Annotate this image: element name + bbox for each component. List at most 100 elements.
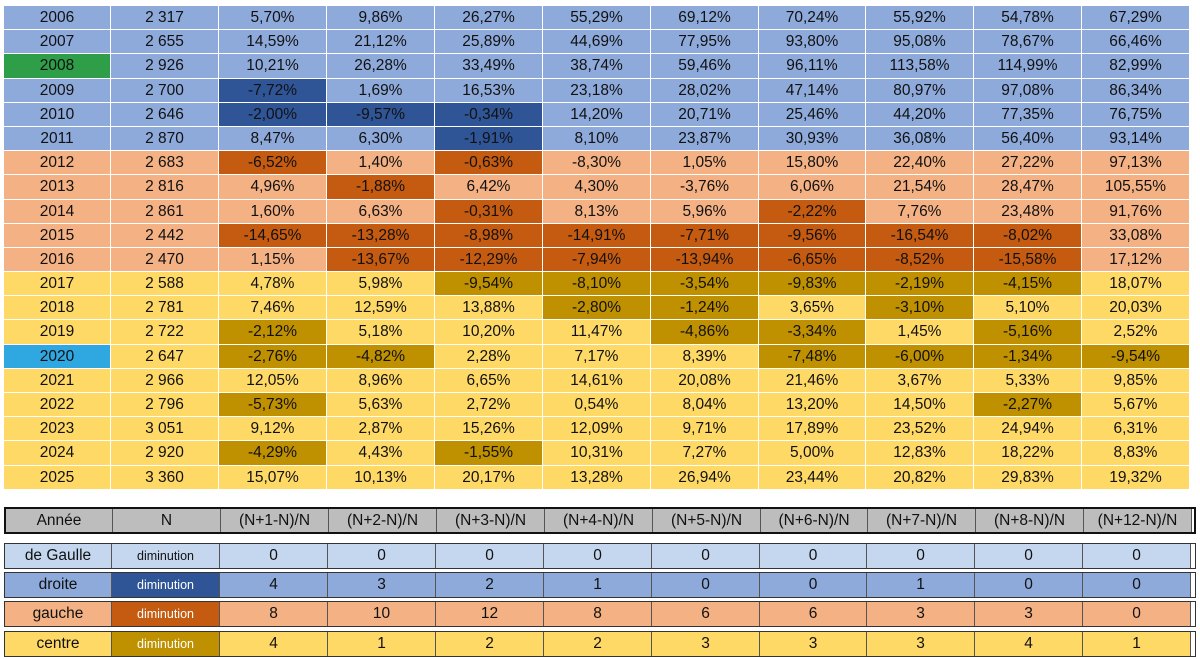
count-cell: 2 317 — [111, 6, 219, 31]
rate-cell: 5,96% — [651, 199, 759, 224]
rate-cell: 5,70% — [219, 6, 327, 31]
rate-cell: 54,78% — [974, 6, 1082, 31]
rate-cell: -4,15% — [974, 272, 1082, 297]
decrease-count: 8 — [544, 602, 652, 626]
column-header: (N+8-N)/N — [976, 509, 1084, 532]
rate-cell: 6,63% — [327, 199, 435, 224]
rate-cell: 9,85% — [1082, 368, 1190, 393]
rate-cell: -3,54% — [651, 272, 759, 297]
rate-cell: -2,12% — [219, 320, 327, 345]
decrease-count: 0 — [436, 544, 544, 568]
decrease-count: 3 — [975, 602, 1083, 626]
rate-cell: 21,54% — [866, 175, 974, 200]
rate-cell: 78,67% — [974, 30, 1082, 55]
rate-cell: 15,07% — [219, 465, 327, 490]
rate-cell: 12,83% — [866, 441, 974, 466]
decrease-count: 3 — [867, 602, 975, 626]
rate-cell: 6,65% — [435, 368, 543, 393]
rate-cell: 5,98% — [327, 272, 435, 297]
decrease-count: 0 — [220, 544, 328, 568]
rate-cell: 44,69% — [543, 30, 651, 55]
decrease-count: 12 — [436, 602, 544, 626]
year-cell: 2015 — [4, 223, 111, 248]
decrease-count: 4 — [975, 632, 1083, 656]
rate-cell: 23,87% — [651, 126, 759, 152]
diminution-label: diminution — [112, 602, 220, 626]
rate-cell: 55,29% — [543, 6, 651, 31]
rate-cell: 4,43% — [327, 441, 435, 466]
rate-cell: 19,32% — [1082, 465, 1190, 490]
decrease-count: 0 — [652, 573, 760, 597]
count-cell: 2 442 — [111, 223, 219, 248]
rate-cell: 3,65% — [759, 296, 866, 321]
rate-cell: -0,63% — [435, 151, 543, 176]
rate-cell: -4,29% — [219, 441, 327, 466]
decrease-count: 1 — [1083, 632, 1191, 656]
rate-cell: -7,94% — [543, 247, 651, 273]
rate-cell: 9,12% — [219, 417, 327, 442]
rate-cell: -8,98% — [435, 223, 543, 248]
rate-cell: 114,99% — [974, 54, 1082, 79]
count-cell: 2 816 — [111, 175, 219, 200]
rate-cell: 23,52% — [866, 417, 974, 442]
year-cell: 2022 — [4, 393, 111, 418]
rate-cell: -1,24% — [651, 296, 759, 321]
rate-cell: -9,54% — [435, 272, 543, 297]
rate-cell: 4,78% — [219, 272, 327, 297]
rate-cell: 13,20% — [759, 393, 866, 418]
rate-cell: 14,50% — [866, 393, 974, 418]
rate-cell: -2,00% — [219, 102, 327, 127]
count-cell: 2 781 — [111, 296, 219, 321]
rate-cell: 5,63% — [327, 393, 435, 418]
decrease-count: 0 — [1083, 544, 1191, 568]
column-header: (N+6-N)/N — [761, 509, 868, 532]
rate-cell: 22,40% — [866, 151, 974, 176]
rate-cell: -9,57% — [327, 102, 435, 127]
year-cell: 2008 — [4, 54, 111, 79]
column-header: (N+3-N)/N — [437, 509, 545, 532]
rate-cell: 10,31% — [543, 441, 651, 466]
rate-cell: 47,14% — [759, 78, 866, 103]
rate-cell: 93,80% — [759, 30, 866, 55]
column-header: (N+5-N)/N — [653, 509, 761, 532]
rate-cell: 16,53% — [435, 78, 543, 103]
rate-cell: 8,39% — [651, 344, 759, 369]
column-header: (N+4-N)/N — [545, 509, 653, 532]
rate-cell: -5,16% — [974, 320, 1082, 345]
rate-cell: -2,27% — [974, 393, 1082, 418]
rate-cell: 25,46% — [759, 102, 866, 127]
rate-cell: 59,46% — [651, 54, 759, 79]
rate-cell: 8,13% — [543, 199, 651, 224]
decrease-count: 0 — [975, 544, 1083, 568]
year-cell: 2025 — [4, 465, 111, 490]
rate-cell: 17,89% — [759, 417, 866, 442]
rate-cell: 91,76% — [1082, 199, 1190, 224]
group-name: de Gaulle — [5, 544, 112, 568]
rate-cell: 14,20% — [543, 102, 651, 127]
rate-cell: 8,47% — [219, 126, 327, 152]
rate-cell: -1,34% — [974, 344, 1082, 369]
rate-cell: 7,46% — [219, 296, 327, 321]
rate-cell: -6,65% — [759, 247, 866, 273]
rate-cell: 21,46% — [759, 368, 866, 393]
rate-cell: -7,48% — [759, 344, 866, 369]
year-cell: 2014 — [4, 199, 111, 224]
rate-cell: 6,30% — [327, 126, 435, 152]
decrease-count: 8 — [220, 602, 328, 626]
rate-cell: 1,40% — [327, 151, 435, 176]
rate-cell: 70,24% — [759, 6, 866, 31]
count-cell: 2 870 — [111, 126, 219, 152]
year-cell: 2007 — [4, 30, 111, 55]
count-cell: 2 655 — [111, 30, 219, 55]
rate-cell: 66,46% — [1082, 30, 1190, 55]
count-cell: 3 360 — [111, 465, 219, 490]
rate-cell: -14,65% — [219, 223, 327, 248]
rate-cell: 20,82% — [866, 465, 974, 490]
year-cell: 2024 — [4, 441, 111, 466]
rate-cell: 12,59% — [327, 296, 435, 321]
rate-cell: -8,02% — [974, 223, 1082, 248]
rate-cell: 33,08% — [1082, 223, 1190, 248]
rate-cell: 80,97% — [866, 78, 974, 103]
year-cell: 2011 — [4, 126, 111, 152]
rate-cell: 76,75% — [1082, 102, 1190, 127]
